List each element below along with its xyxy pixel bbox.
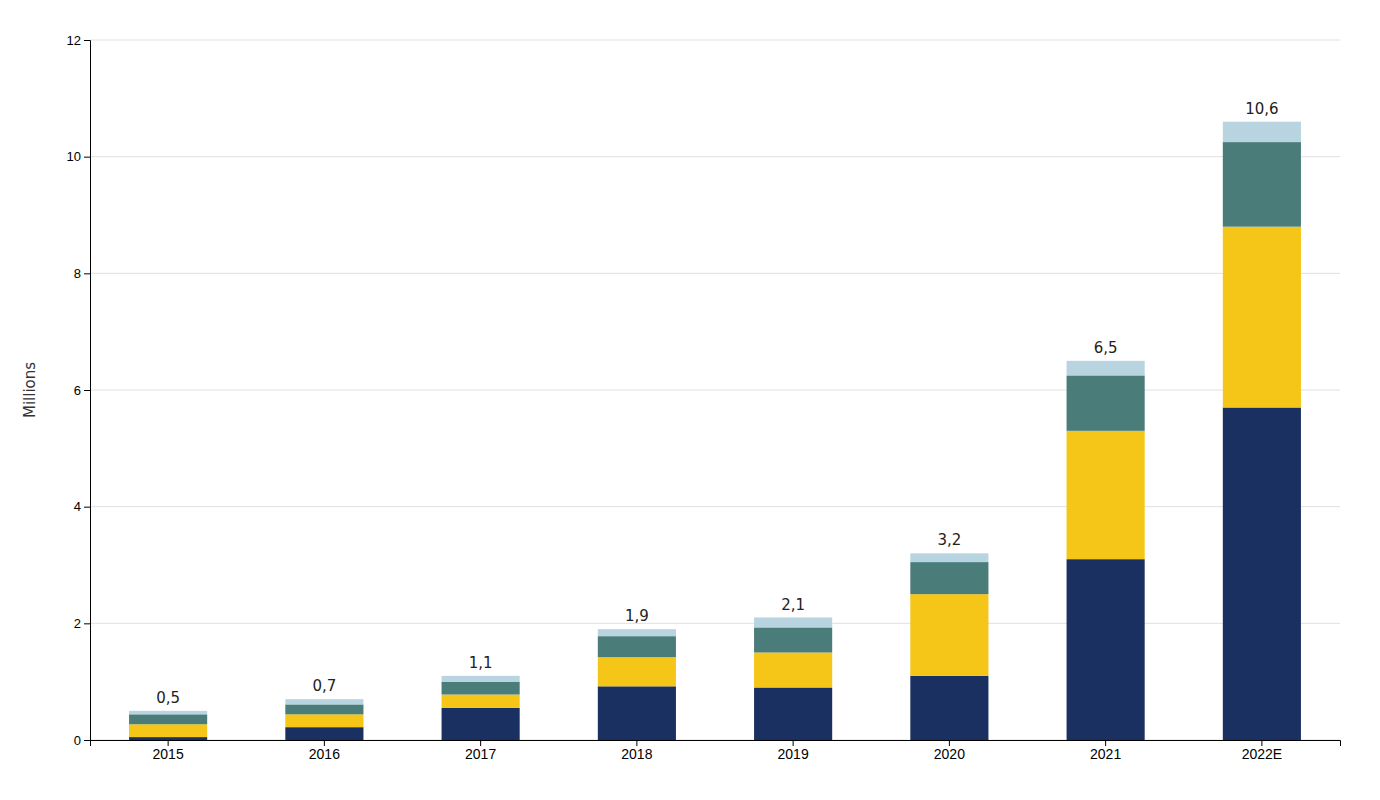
bar-segment: [754, 688, 832, 741]
x-axis: 2015 2016 2017 2018 2019 2020 2021 2022E: [91, 740, 1341, 762]
bar-segment: [1223, 227, 1301, 408]
bar-segment: [442, 695, 520, 708]
x-tick: 2015: [153, 740, 184, 762]
x-tick-label: 2016: [309, 746, 340, 762]
total-labels: 0,5 0,7 1,1 1,9 2,1 3,2 6,5 10,6: [156, 100, 1278, 707]
bar-segment: [129, 724, 207, 737]
x-tick: 2017: [465, 740, 496, 762]
bar-series: [129, 122, 1301, 715]
bar-segment: [1067, 375, 1145, 430]
y-tick: 4: [74, 499, 90, 514]
bar-segment: [910, 553, 988, 562]
bar-segment: [1223, 122, 1301, 142]
y-tick-label: 6: [74, 383, 81, 398]
x-tick: 2016: [309, 740, 340, 762]
y-tick: 0: [74, 733, 90, 748]
bar-segment: [910, 594, 988, 676]
x-tick: 2022E: [1242, 740, 1282, 762]
bar-segment: [129, 737, 207, 740]
bar-segment: [129, 714, 207, 724]
grid-line: [90, 390, 1340, 391]
y-tick-label: 8: [74, 266, 81, 281]
y-tick-mark: [84, 740, 90, 741]
total-label: 1,9: [625, 607, 649, 625]
bar-series: [129, 227, 1301, 737]
y-tick-mark: [84, 157, 90, 158]
bar-segment: [1067, 559, 1145, 740]
y-tick: 2: [74, 616, 90, 631]
y-tick-label: 12: [67, 33, 81, 48]
bar-segment: [910, 676, 988, 740]
grid: [90, 40, 1340, 740]
y-tick: 8: [74, 266, 90, 281]
x-axis-line: [91, 741, 1341, 747]
bar-segment: [1067, 431, 1145, 559]
total-label: 1,1: [469, 654, 493, 672]
plot-area: 0,50,71,11,92,13,26,510,6024681012201520…: [67, 33, 1341, 762]
grid-line: [90, 273, 1340, 274]
x-tick-label: 2019: [778, 746, 809, 762]
grid-line: [90, 506, 1340, 507]
bar-segment: [442, 676, 520, 682]
bar-segment: [1067, 361, 1145, 376]
y-tick-label: 4: [74, 499, 81, 514]
bar-series: [129, 408, 1301, 741]
bars: [129, 122, 1301, 740]
bar-segment: [598, 686, 676, 740]
y-tick-label: 10: [67, 149, 81, 164]
total-label: 3,2: [937, 531, 961, 549]
bar-segment: [129, 711, 207, 715]
bar-segment: [442, 682, 520, 695]
bar-segment: [910, 562, 988, 594]
bar-segment: [285, 727, 363, 740]
x-tick-label: 2018: [621, 746, 652, 762]
bar-segment: [754, 653, 832, 688]
x-tick: 2021: [1090, 740, 1121, 762]
x-tick-label: 2017: [465, 746, 496, 762]
y-tick: 12: [67, 33, 90, 48]
bar-series: [129, 142, 1301, 724]
total-label: 10,6: [1245, 100, 1278, 118]
total-label: 2,1: [781, 596, 805, 614]
total-label: 0,5: [156, 689, 180, 707]
y-tick-label: 0: [74, 733, 81, 748]
y-tick: 6: [74, 383, 90, 398]
chart-svg: 0,50,71,11,92,13,26,510,6024681012201520…: [0, 0, 1380, 800]
x-tick: 2019: [778, 740, 809, 762]
y-tick-mark: [84, 507, 90, 508]
bar-segment: [754, 627, 832, 652]
grid-line: [90, 623, 1340, 624]
y-tick-mark: [84, 623, 90, 624]
x-tick: 2020: [934, 740, 965, 762]
bar-segment: [754, 618, 832, 628]
y-axis-title: Millions: [21, 362, 39, 418]
bar-segment: [598, 629, 676, 636]
y-axis-line: [84, 41, 91, 741]
x-tick: 2018: [621, 740, 652, 762]
total-label: 6,5: [1094, 339, 1118, 357]
bar-segment: [285, 699, 363, 704]
y-tick-mark: [84, 40, 90, 41]
grid-line: [90, 156, 1340, 157]
total-label: 0,7: [312, 677, 336, 695]
y-tick: 10: [67, 149, 90, 164]
bar-segment: [285, 704, 363, 714]
bar-segment: [1223, 142, 1301, 227]
bar-segment: [598, 636, 676, 657]
y-tick-mark: [84, 390, 90, 391]
x-tick-label: 2020: [934, 746, 965, 762]
x-tick-label: 2015: [153, 746, 184, 762]
x-tick-label: 2021: [1090, 746, 1121, 762]
bar-segment: [442, 708, 520, 740]
y-axis: 0 2 4 6 8 10 12: [67, 33, 91, 748]
x-tick-label: 2022E: [1242, 746, 1282, 762]
bar-segment: [285, 714, 363, 727]
y-tick-label: 2: [74, 616, 81, 631]
bar-segment: [1223, 408, 1301, 741]
y-tick-mark: [84, 273, 90, 274]
bar-segment: [598, 657, 676, 686]
grid-line: [90, 40, 1340, 41]
